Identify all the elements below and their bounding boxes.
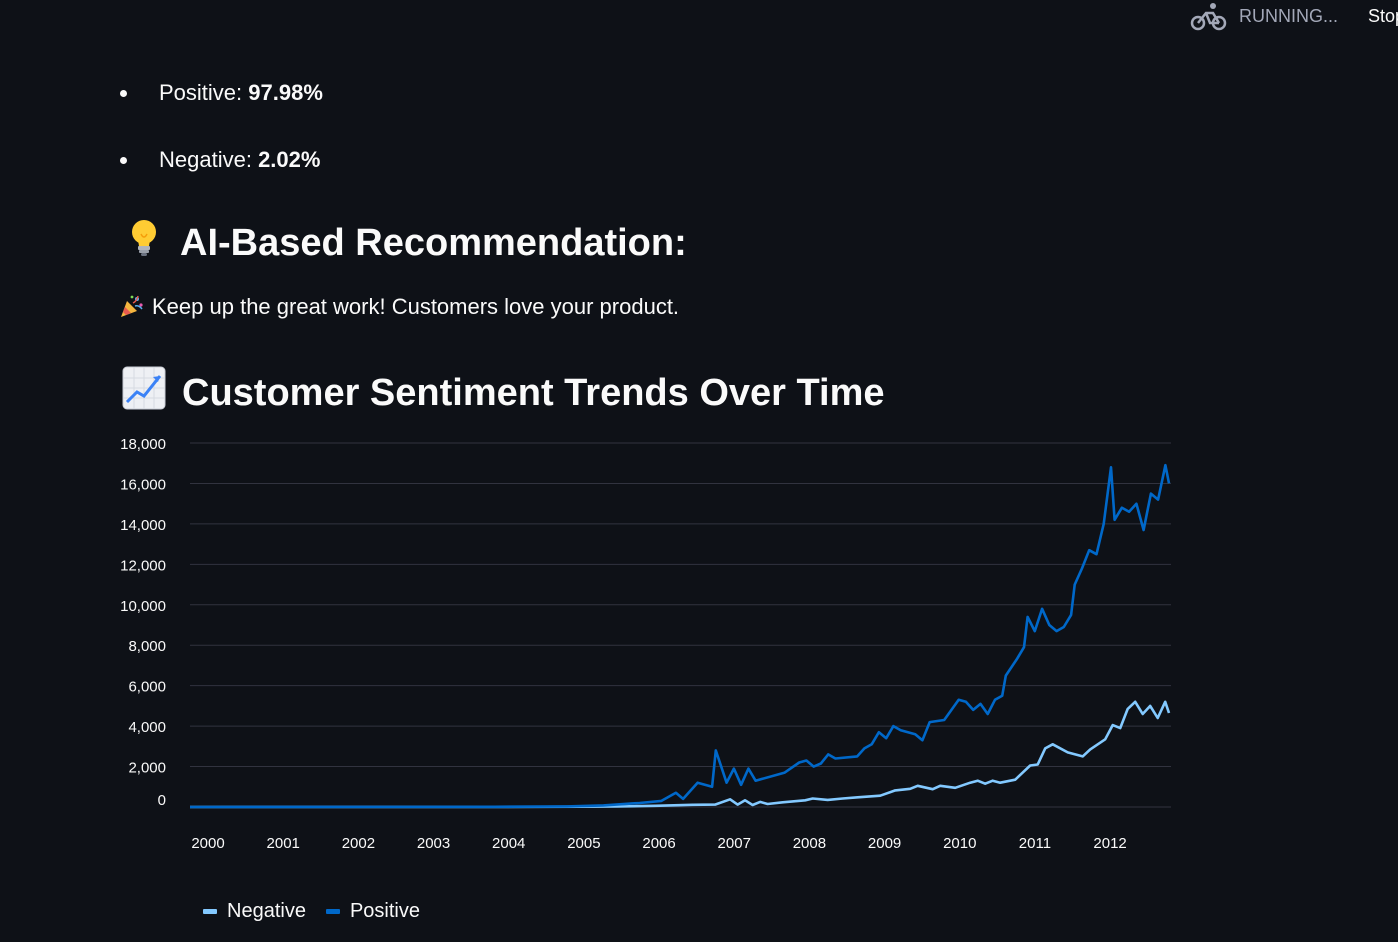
y-tick-label: 2,000 — [128, 760, 166, 777]
x-tick-label: 2012 — [1093, 835, 1126, 852]
y-tick-label: 12,000 — [120, 557, 166, 574]
recommendation-heading: AI-Based Recommendation: — [124, 216, 687, 270]
summary-label: Negative: — [159, 147, 259, 172]
sentiment-summary-list: Positive: 97.98% Negative: 2.02% — [118, 72, 323, 206]
series-line-positive — [189, 463, 1171, 809]
recommendation-heading-text: AI-Based Recommendation: — [180, 221, 687, 264]
x-tick-label: 2010 — [943, 835, 976, 852]
summary-item-negative: Negative: 2.02% — [118, 139, 323, 206]
x-tick-label: 2001 — [267, 835, 300, 852]
x-tick-label: 2000 — [191, 835, 224, 852]
x-tick-label: 2005 — [567, 835, 600, 852]
summary-label: Positive: — [159, 80, 249, 105]
y-tick-label: 14,000 — [120, 517, 166, 534]
recommendation-message: Keep up the great work! Customers love y… — [118, 294, 679, 320]
trends-heading: Customer Sentiment Trends Over Time — [122, 366, 885, 420]
x-tick-label: 2006 — [642, 835, 675, 852]
lightbulb-icon — [124, 216, 164, 270]
status-widget: RUNNING... Stop — [1189, 0, 1398, 32]
x-tick-label: 2008 — [793, 835, 826, 852]
chart-increasing-icon — [122, 366, 166, 420]
legend-label: Negative — [227, 900, 306, 922]
summary-item-positive: Positive: 97.98% — [118, 72, 323, 139]
chart-svg: 0 2,000 4,000 6,000 8,000 10,000 12,000 14,000 1… — [120, 436, 1171, 852]
trends-heading-text: Customer Sentiment Trends Over Time — [182, 371, 885, 414]
summary-value: 97.98% — [248, 80, 323, 105]
legend-swatch-positive — [325, 909, 340, 914]
sentiment-trend-chart[interactable]: 0 2,000 4,000 6,000 8,000 10,000 12,000 14,000 1… — [100, 430, 1200, 870]
chart-legend: Negative Positive — [203, 900, 440, 923]
stop-button[interactable]: Stop — [1368, 5, 1398, 26]
x-tick-label: 2003 — [417, 835, 450, 852]
y-tick-label: 6,000 — [128, 679, 166, 696]
running-indicator: RUNNING... — [1189, 0, 1338, 32]
legend-label: Positive — [349, 900, 420, 922]
legend-item-negative[interactable]: Negative — [203, 900, 306, 923]
recommendation-message-text: Keep up the great work! Customers love y… — [152, 294, 680, 319]
x-tick-label: 2004 — [492, 835, 525, 852]
bicycle-icon — [1190, 3, 1227, 31]
legend-item-positive[interactable]: Positive — [325, 900, 420, 923]
party-popper-icon — [121, 295, 143, 317]
x-tick-label: 2009 — [868, 835, 901, 852]
series-line-negative — [189, 700, 1171, 809]
legend-swatch-negative — [203, 909, 217, 914]
y-tick-label: 10,000 — [120, 598, 166, 615]
x-tick-label: 2007 — [718, 835, 751, 852]
x-tick-label: 2011 — [1019, 835, 1051, 852]
y-tick-label: 0 — [158, 792, 166, 809]
x-tick-label: 2002 — [342, 835, 375, 852]
y-tick-label: 8,000 — [128, 638, 166, 655]
summary-value: 2.02% — [258, 147, 321, 172]
y-tick-label: 4,000 — [128, 719, 166, 736]
running-label: RUNNING... — [1239, 5, 1338, 26]
y-tick-label: 18,000 — [120, 436, 166, 453]
y-tick-label: 16,000 — [120, 476, 166, 493]
